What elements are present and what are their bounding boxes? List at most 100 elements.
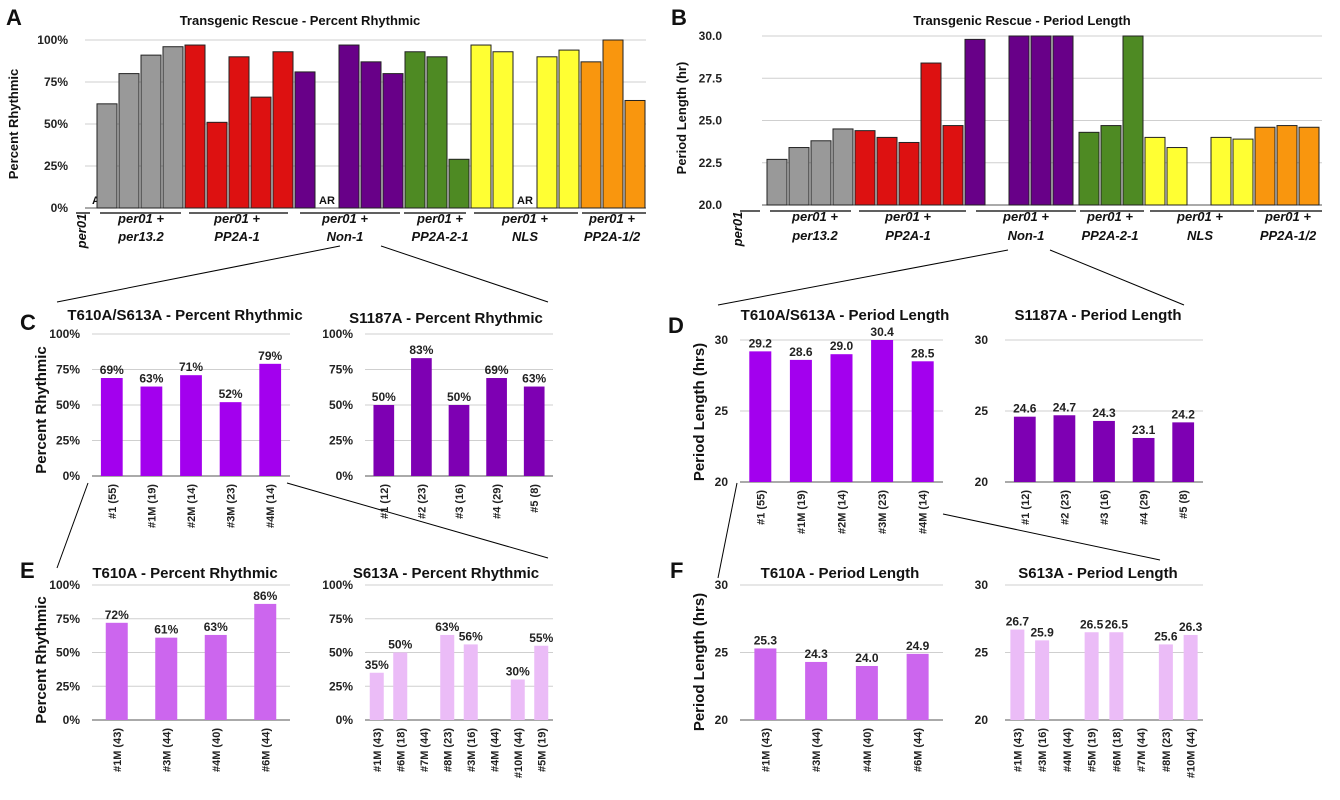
group-label: PP2A-1/2 xyxy=(1260,228,1317,243)
data-label: 61% xyxy=(154,623,178,637)
y-tick-label: 30 xyxy=(975,333,989,347)
data-label: 63% xyxy=(522,372,546,386)
bar xyxy=(96,103,118,209)
x-tick-label: #7M (44) xyxy=(1136,728,1148,772)
group-label: per01 xyxy=(730,212,745,248)
y-tick-label: 25 xyxy=(975,646,989,660)
chart-panel-f2: S613A - Period Length 20 25 30 26.7 #1M (43) 2… xyxy=(975,565,1203,778)
y-tick-label: 25 xyxy=(975,404,989,418)
data-label: 30.4 xyxy=(870,325,894,339)
group-label: per01 + xyxy=(213,211,260,226)
bar xyxy=(558,49,580,209)
group-label: per01 + xyxy=(1086,209,1133,224)
x-tick-label: #3M (16) xyxy=(466,728,478,772)
x-tick-label: #6M (44) xyxy=(260,728,272,772)
bar xyxy=(184,44,206,209)
bar xyxy=(404,51,426,209)
y-tick-label: 50% xyxy=(56,646,80,660)
group-label: per01 + xyxy=(1002,209,1049,224)
bar xyxy=(964,38,986,206)
chart-title: S1187A - Period Length xyxy=(1015,307,1182,324)
x-tick-label: #4M (44) xyxy=(489,728,501,772)
bar xyxy=(876,136,898,206)
bar xyxy=(155,637,178,720)
data-label: 26.5 xyxy=(1105,617,1129,631)
y-axis-label: Period Length (hr) xyxy=(674,62,689,175)
group-label: per01 + xyxy=(416,211,463,226)
x-tick-label: #6M (18) xyxy=(395,728,407,772)
x-tick-label: #10M (44) xyxy=(1186,728,1198,778)
y-tick-label: 0% xyxy=(336,713,354,727)
chart-title: S1187A - Percent Rhythmic xyxy=(349,310,543,327)
data-label: 71% xyxy=(179,360,203,374)
x-tick-label: #4M (14) xyxy=(918,490,930,534)
group-label: per01 xyxy=(74,214,89,250)
data-label: 24.3 xyxy=(1092,406,1116,420)
group-label: per13.2 xyxy=(791,228,838,243)
group-label: per01 + xyxy=(501,211,548,226)
chart-title: T610A - Percent Rhythmic xyxy=(92,565,277,582)
y-tick-label: 20 xyxy=(975,475,989,489)
chart-panel-e2: S613A - Percent Rhythmic 0% 25% 50% 75% 100% 3… xyxy=(322,565,553,778)
x-tick-label: #2 (23) xyxy=(416,484,428,519)
bar xyxy=(1093,420,1115,482)
x-tick-label: #7M (44) xyxy=(419,728,431,772)
connector-line xyxy=(56,482,89,569)
data-label: 24.7 xyxy=(1053,400,1077,414)
chart-title: T610A - Period Length xyxy=(761,565,920,582)
y-tick-label: 20 xyxy=(975,713,989,727)
data-label: 26.3 xyxy=(1179,620,1203,634)
chart-panel-d: T610A/S613A - Period Length Period Length… xyxy=(691,307,949,534)
x-tick-label: #5M (19) xyxy=(536,728,548,772)
group-label: Non-1 xyxy=(327,229,364,244)
bar xyxy=(470,44,492,209)
bar xyxy=(602,39,624,209)
y-tick-label: 20 xyxy=(715,713,729,727)
bar xyxy=(440,634,455,720)
data-label: 50% xyxy=(388,638,412,652)
bar xyxy=(118,73,140,209)
chart-title: S613A - Percent Rhythmic xyxy=(353,565,539,582)
chart-panel-d2: S1187A - Period Length 20 25 30 24.6 #1 (12) 2… xyxy=(975,307,1203,525)
bar xyxy=(855,666,878,720)
bar xyxy=(1210,136,1232,206)
bar xyxy=(830,354,853,482)
bar xyxy=(105,622,128,720)
bar xyxy=(1013,416,1036,482)
bar xyxy=(854,130,876,206)
x-tick-label: #1M (43) xyxy=(1012,728,1024,772)
y-axis-label: Percent Rhythmic xyxy=(6,69,21,180)
y-tick-label: 20.0 xyxy=(699,198,723,212)
chart-panel-c2: S1187A - Percent Rhythmic 0% 25% 50% 75% 100%… xyxy=(322,310,553,519)
chart-title: Transgenic Rescue - Period Length xyxy=(913,13,1130,28)
bar xyxy=(871,340,894,482)
y-tick-label: 30 xyxy=(715,578,729,592)
bar xyxy=(580,61,602,209)
bar xyxy=(162,46,184,209)
chart-panel-a: Transgenic Rescue - Percent Rhythmic Perc… xyxy=(6,13,646,249)
y-tick-label: 75% xyxy=(329,612,353,626)
y-tick-label: 25.0 xyxy=(699,114,723,128)
data-label: 28.6 xyxy=(789,345,813,359)
bar xyxy=(1172,422,1195,482)
x-tick-label: #4 (29) xyxy=(492,484,504,519)
zoom-connectors xyxy=(56,245,1185,579)
bar xyxy=(1232,138,1254,206)
x-tick-label: #1M (19) xyxy=(146,484,158,528)
x-tick-label: #4 (29) xyxy=(1139,490,1151,525)
y-tick-label: 20 xyxy=(715,475,729,489)
bar xyxy=(486,378,507,476)
x-tick-label: #8M (23) xyxy=(442,728,454,772)
bar xyxy=(534,645,549,720)
x-tick-label: #3M (16) xyxy=(1037,728,1049,772)
bar xyxy=(1053,415,1076,482)
data-label: 72% xyxy=(105,608,129,622)
group-label: PP2A-1/2 xyxy=(584,229,641,244)
y-tick-label: 0% xyxy=(336,469,354,483)
bar xyxy=(250,96,272,209)
y-tick-label: 0% xyxy=(63,469,81,483)
ar-label: AR xyxy=(319,195,335,207)
group-label: PP2A-2-1 xyxy=(411,229,468,244)
y-tick-label: 22.5 xyxy=(699,156,723,170)
